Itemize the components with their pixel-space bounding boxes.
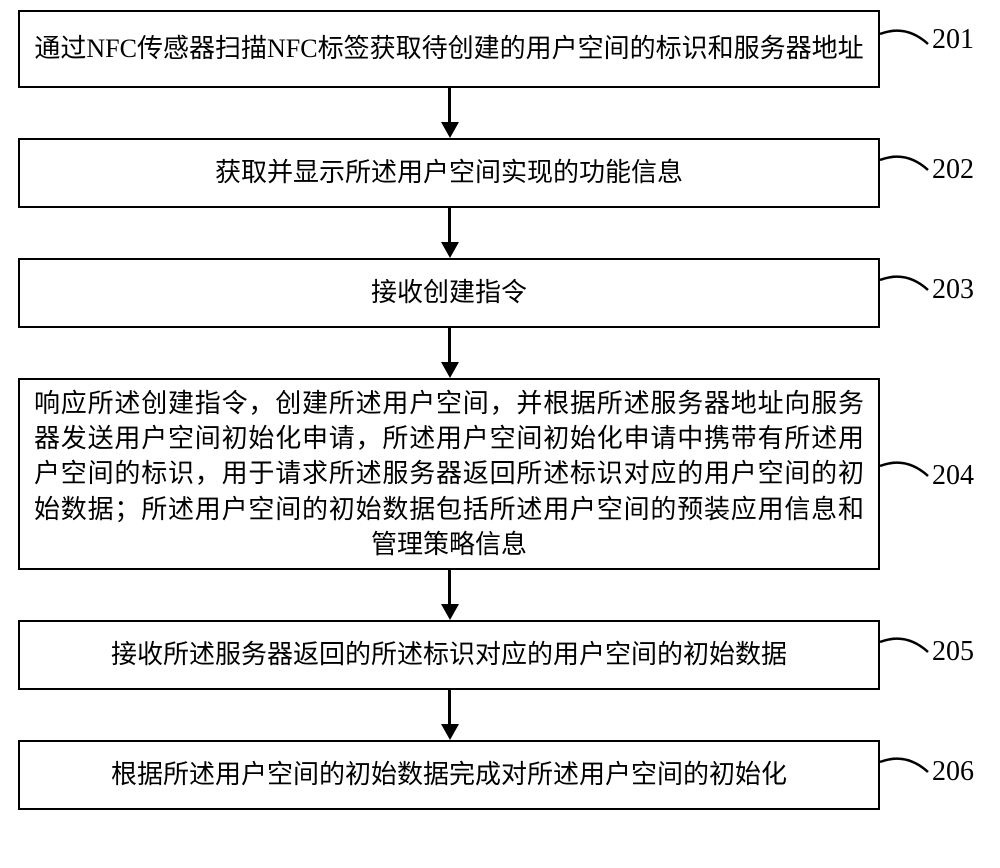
flow-step-203: 接收创建指令 [18,258,880,328]
label-curve-icon [880,152,932,180]
label-curve-icon [880,272,932,300]
arrow-head-icon [441,604,459,620]
flow-step-label: 203 [932,274,974,306]
flow-step-text: 获取并显示所述用户空间实现的功能信息 [215,155,683,190]
arrow-head-icon [441,362,459,378]
label-curve-icon [880,634,932,662]
flow-step-204: 响应所述创建指令，创建所述用户空间，并根据所述服务器地址向服务器发送用户空间初始… [18,378,880,570]
flowchart-canvas: 通过NFC传感器扫描NFC标签获取待创建的用户空间的标识和服务器地址 201 获… [0,0,1000,868]
arrow-head-icon [441,724,459,740]
flow-step-label: 201 [932,24,974,56]
flow-step-label: 206 [932,756,974,788]
flow-arrow [448,690,451,724]
flow-step-label: 204 [932,460,974,492]
flow-step-label: 205 [932,636,974,668]
label-curve-icon [880,26,932,54]
flow-arrow [448,88,451,122]
flow-step-205: 接收所述服务器返回的所述标识对应的用户空间的初始数据 [18,620,880,690]
flow-step-label: 202 [932,154,974,186]
flow-step-202: 获取并显示所述用户空间实现的功能信息 [18,138,880,208]
flow-arrow [448,570,451,604]
flow-step-text: 根据所述用户空间的初始数据完成对所述用户空间的初始化 [111,757,787,792]
arrow-head-icon [441,242,459,258]
flow-step-201: 通过NFC传感器扫描NFC标签获取待创建的用户空间的标识和服务器地址 [18,10,880,88]
flow-step-text: 接收所述服务器返回的所述标识对应的用户空间的初始数据 [111,637,787,672]
arrow-head-icon [441,122,459,138]
label-curve-icon [880,754,932,782]
flow-step-206: 根据所述用户空间的初始数据完成对所述用户空间的初始化 [18,740,880,810]
flow-step-text: 接收创建指令 [371,275,527,310]
flow-step-text: 响应所述创建指令，创建所述用户空间，并根据所述服务器地址向服务器发送用户空间初始… [34,386,864,561]
label-curve-icon [880,458,932,486]
flow-arrow [448,328,451,362]
flow-arrow [448,208,451,242]
flow-step-text: 通过NFC传感器扫描NFC标签获取待创建的用户空间的标识和服务器地址 [34,31,863,66]
